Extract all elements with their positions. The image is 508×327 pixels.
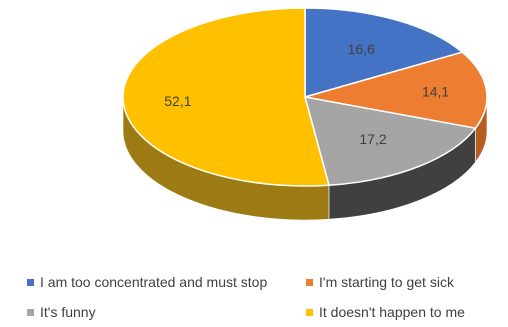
legend-item-funny: It's funny (27, 304, 96, 320)
legend-item-not-happen: It doesn't happen to me (306, 304, 465, 320)
pie-chart: 16,6 14,1 17,2 52,1 (122, 7, 488, 221)
legend-item-concentrated: I am too concentrated and must stop (27, 274, 267, 290)
legend-label-funny: It's funny (40, 304, 96, 320)
legend-swatch-not-happen (306, 308, 313, 316)
legend-label-not-happen: It doesn't happen to me (319, 304, 465, 320)
pie-slice-not-happen (122, 7, 330, 187)
data-label-sick: 14,1 (422, 84, 449, 100)
legend-item-sick: I'm starting to get sick (306, 274, 454, 290)
pie-slice-sick (304, 51, 488, 129)
data-label-concentrated: 16,6 (348, 41, 375, 57)
pie-slice-funny (304, 96, 477, 186)
legend-label-concentrated: I am too concentrated and must stop (40, 274, 268, 290)
legend-swatch-funny (27, 308, 34, 316)
legend-swatch-sick (306, 278, 313, 286)
legend-swatch-concentrated (27, 278, 34, 286)
data-label-funny: 17,2 (359, 131, 386, 147)
data-label-not-happen: 52,1 (164, 93, 191, 109)
legend-label-sick: I'm starting to get sick (319, 274, 454, 290)
pie-slice-concentrated (304, 7, 463, 98)
